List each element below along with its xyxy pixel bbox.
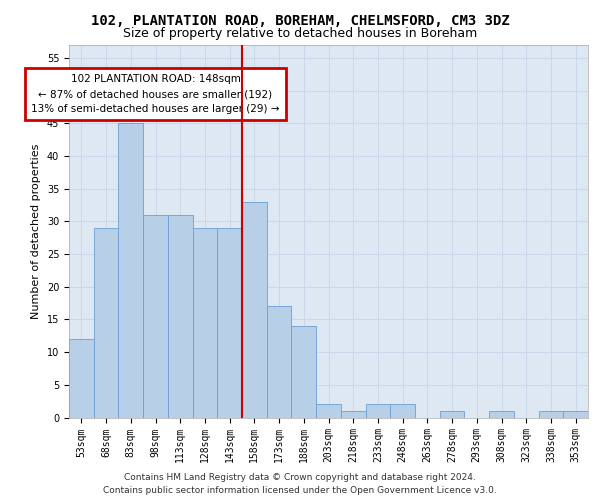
Bar [489, 411, 514, 418]
Bar [316, 404, 341, 417]
Bar [341, 411, 365, 418]
Bar [118, 124, 143, 418]
Bar [539, 411, 563, 418]
Bar [440, 411, 464, 418]
Bar [217, 228, 242, 418]
Bar [365, 404, 390, 417]
Bar [143, 215, 168, 418]
Text: Size of property relative to detached houses in Boreham: Size of property relative to detached ho… [123, 28, 477, 40]
Bar [168, 215, 193, 418]
Bar [94, 228, 118, 418]
Y-axis label: Number of detached properties: Number of detached properties [31, 144, 41, 319]
Bar [193, 228, 217, 418]
Bar [242, 202, 267, 418]
Text: 102, PLANTATION ROAD, BOREHAM, CHELMSFORD, CM3 3DZ: 102, PLANTATION ROAD, BOREHAM, CHELMSFOR… [91, 14, 509, 28]
Bar [292, 326, 316, 418]
Bar [390, 404, 415, 417]
Text: Contains HM Land Registry data © Crown copyright and database right 2024.
Contai: Contains HM Land Registry data © Crown c… [103, 474, 497, 495]
Bar [69, 339, 94, 417]
Text: 102 PLANTATION ROAD: 148sqm
← 87% of detached houses are smaller (192)
13% of se: 102 PLANTATION ROAD: 148sqm ← 87% of det… [31, 74, 280, 114]
Bar [267, 306, 292, 418]
Bar [563, 411, 588, 418]
